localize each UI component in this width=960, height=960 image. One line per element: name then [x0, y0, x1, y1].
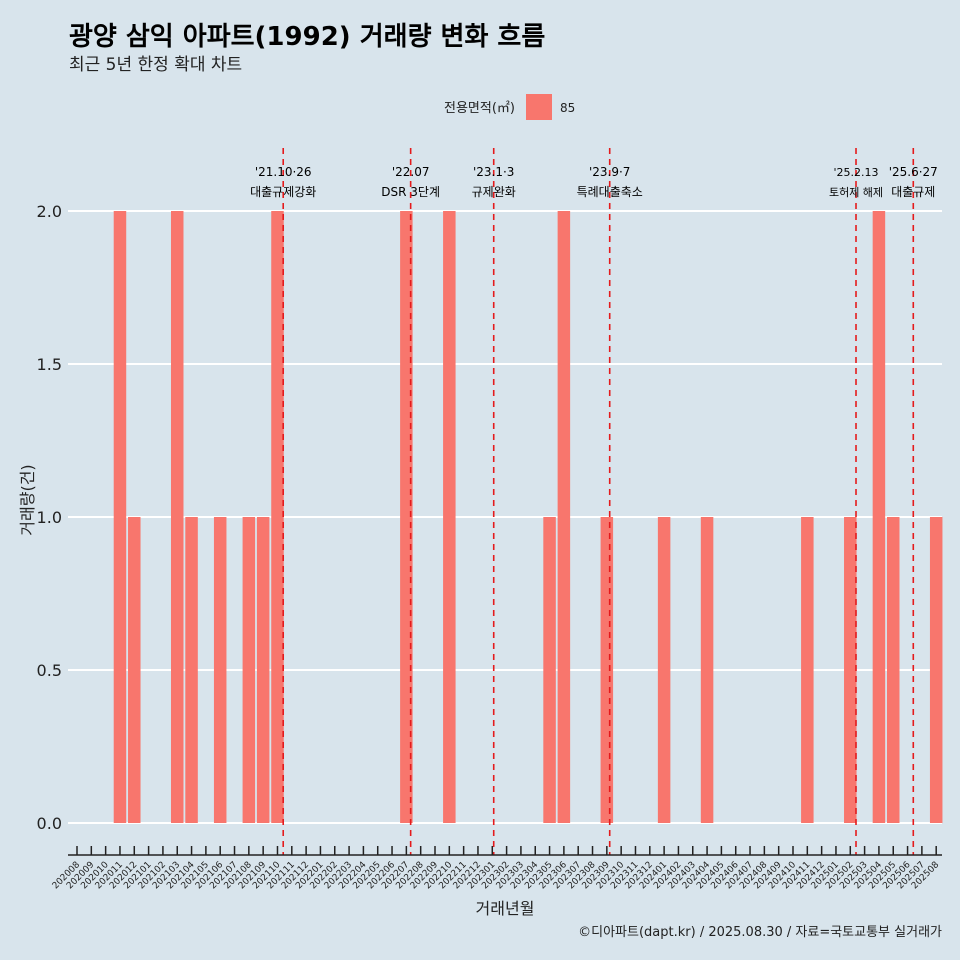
bar	[657, 517, 671, 823]
legend-title: 전용면적(㎡)	[444, 101, 515, 116]
gridlines	[68, 210, 942, 824]
bar	[557, 211, 571, 823]
legend-label: 85	[560, 101, 575, 115]
annotation-label: 토허제 해제	[829, 185, 883, 199]
y-axis-ticks: 0.0 0.5 1.0 1.5 2.0	[37, 202, 62, 833]
y-tick-label: 0.5	[37, 661, 62, 680]
bar	[801, 517, 814, 823]
bar	[256, 517, 270, 823]
chart-subtitle: 최근 5년 한정 확대 차트	[69, 55, 242, 75]
bar	[185, 517, 198, 823]
bar	[844, 517, 857, 823]
chart-caption: ©디아파트(dapt.kr) / 2025.08.30 / 자료=국토교통부 실…	[578, 925, 942, 940]
annotation-date: '25.2.13	[834, 166, 879, 179]
annotation-label: 규제완화	[472, 185, 516, 199]
legend: 전용면적(㎡) 85	[444, 94, 575, 120]
bar	[886, 517, 900, 823]
annotation-date: '22.07	[392, 165, 430, 179]
annotation-label: DSR 3단계	[381, 185, 440, 199]
bar	[872, 211, 886, 823]
y-axis-label: 거래량(건)	[18, 464, 37, 535]
annotations: '21.10·26 대출규제강화 '22.07 DSR 3단계 '23.1·3 규제완화 '…	[250, 148, 938, 855]
legend-swatch	[526, 94, 552, 120]
y-tick-label: 0.0	[37, 814, 62, 833]
bar	[213, 517, 227, 823]
annotation-date: '23.1·3	[473, 165, 514, 179]
bar	[543, 517, 556, 823]
bar	[170, 211, 184, 823]
annotation-label: 특례대출축소	[577, 185, 643, 199]
annotation-label: 대출규제강화	[250, 185, 316, 199]
chart-title: 광양 삼익 아파트(1992) 거래량 변화 흐름	[69, 22, 545, 52]
bar	[443, 211, 456, 823]
annotation-date: '21.10·26	[255, 165, 312, 179]
y-tick-label: 2.0	[37, 202, 62, 221]
x-axis: 2020082020092020102020112020122021012021…	[51, 846, 942, 891]
bar	[271, 211, 284, 823]
y-tick-label: 1.5	[37, 355, 62, 374]
x-axis-label: 거래년월	[476, 899, 535, 918]
bar	[600, 517, 614, 823]
bar	[242, 517, 256, 823]
bar	[700, 517, 714, 823]
y-tick-label: 1.0	[37, 508, 62, 527]
annotation-date: '23.9·7	[589, 165, 630, 179]
bar	[400, 211, 413, 823]
bars	[113, 211, 943, 823]
bar	[128, 517, 141, 823]
bar	[929, 517, 943, 823]
annotation-date: '25.6·27	[889, 165, 938, 179]
annotation-label: 대출규제	[891, 185, 935, 199]
bar	[113, 211, 127, 823]
